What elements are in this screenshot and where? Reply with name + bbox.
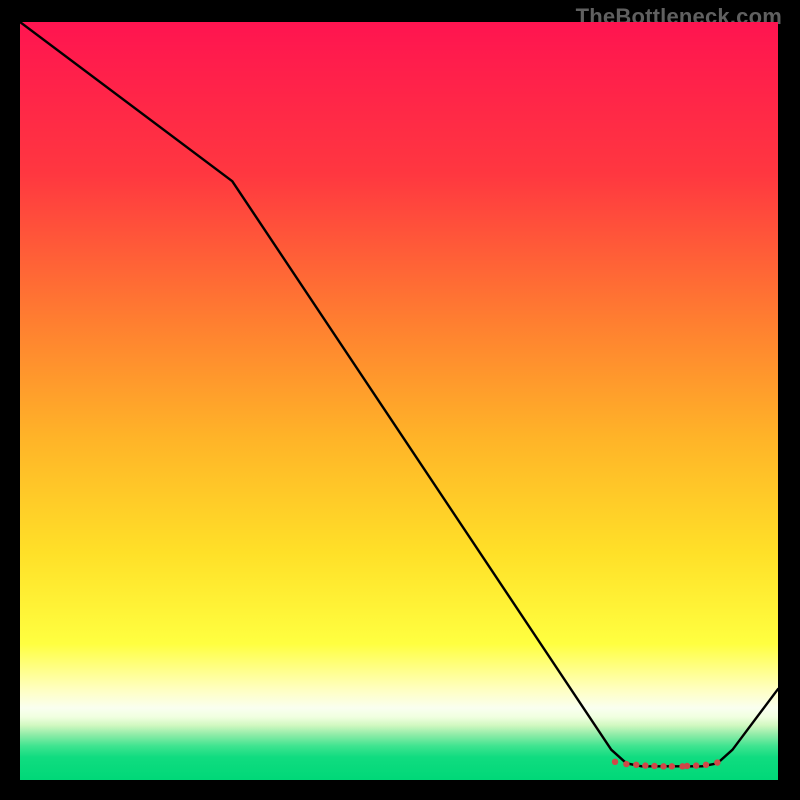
chart-background	[20, 22, 778, 780]
chart-container: TheBottleneck.com	[0, 0, 800, 800]
chart-marker	[642, 762, 648, 768]
chart-marker	[633, 762, 639, 768]
chart-marker	[651, 763, 657, 769]
chart-marker	[669, 763, 675, 769]
chart-marker	[623, 761, 629, 767]
chart-marker	[703, 762, 709, 768]
chart-marker	[714, 759, 720, 765]
chart-marker	[693, 762, 699, 768]
chart-plot	[20, 22, 778, 780]
chart-marker	[684, 763, 690, 769]
chart-marker	[612, 759, 618, 765]
chart-marker	[660, 763, 666, 769]
